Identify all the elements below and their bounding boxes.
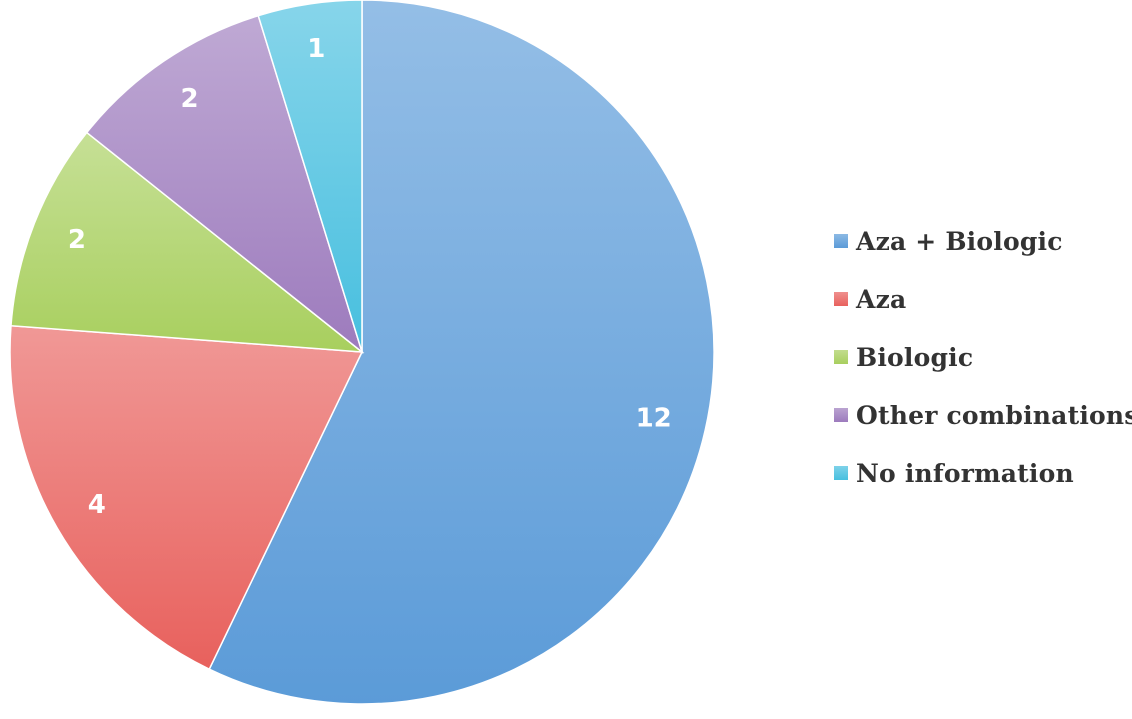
- legend-label-aza: Aza: [856, 284, 907, 314]
- legend-swatch-aza: [834, 292, 848, 306]
- data-label-other-combinations: 2: [180, 84, 198, 114]
- data-label-aza: 4: [88, 490, 106, 520]
- legend-swatch-aza-biologic: [834, 234, 848, 248]
- legend-label-no-information: No information: [856, 458, 1074, 488]
- pie-slice-biologic: [10, 131, 365, 353]
- legend-item-aza-biologic: Aza + Biologic: [834, 222, 1132, 260]
- pie-data-labels: 12 4 2 2 1: [68, 34, 672, 520]
- data-label-aza-biologic: 12: [636, 404, 672, 434]
- pie-slices: [9, 0, 715, 705]
- legend-label-aza-biologic: Aza + Biologic: [856, 226, 1063, 256]
- legend-item-biologic: Biologic: [834, 338, 1132, 376]
- legend-label-other-combinations: Other combinations: [856, 400, 1132, 430]
- pie-slice-aza: [9, 324, 364, 671]
- legend-label-biologic: Biologic: [856, 342, 974, 372]
- legend-item-aza: Aza: [834, 280, 1132, 318]
- pie-slice-no-information: [257, 0, 363, 353]
- pie-chart: 12 4 2 2 1: [9, 0, 715, 705]
- data-label-no-information: 1: [307, 34, 325, 64]
- chart-legend: Aza + Biologic Aza Biologic Other combinati…: [834, 222, 1132, 512]
- pie-slice-aza-biologic: [208, 0, 715, 705]
- legend-item-no-information: No information: [834, 454, 1132, 492]
- pie-slice-other-combinations: [85, 14, 364, 355]
- data-label-biologic: 2: [68, 225, 86, 255]
- legend-item-other-combinations: Other combinations: [834, 396, 1132, 434]
- legend-swatch-biologic: [834, 350, 848, 364]
- legend-swatch-other-combinations: [834, 408, 848, 422]
- legend-swatch-no-information: [834, 466, 848, 480]
